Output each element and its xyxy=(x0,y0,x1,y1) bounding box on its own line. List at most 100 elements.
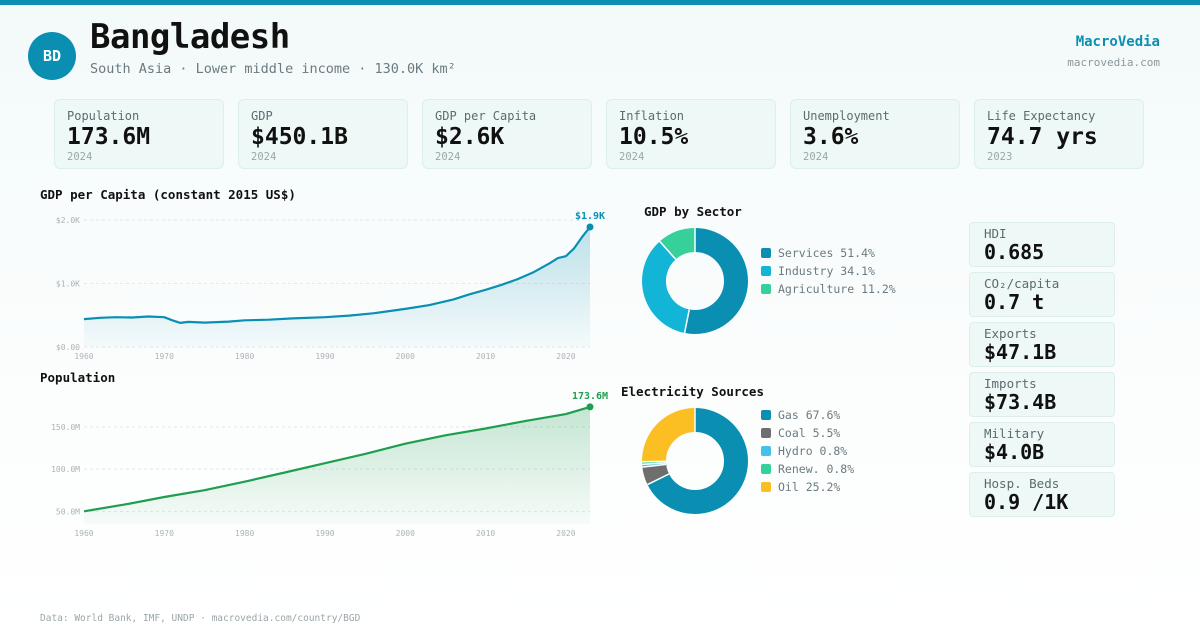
area-fill xyxy=(84,227,590,347)
legend-item: Services 51.4% xyxy=(761,244,896,262)
side-card-exports: Exports $47.1B xyxy=(969,322,1115,367)
legend-item: Oil 25.2% xyxy=(761,478,854,496)
series-line xyxy=(83,405,591,513)
population-chart: 50.0M 100.0M 150.0M 1960 1970 1980 1990 2000 201… xyxy=(51,391,608,538)
legend-label: Industry 34.1% xyxy=(778,264,875,278)
legend-swatch xyxy=(761,284,771,294)
x-tick-label: 2010 xyxy=(476,352,495,361)
legend-label: Services 51.4% xyxy=(778,246,875,260)
stat-label: Unemployment xyxy=(803,109,890,123)
side-stat-label: Hosp. Beds xyxy=(984,476,1060,491)
x-tick-label: 2000 xyxy=(396,529,415,538)
stat-label: Inflation xyxy=(619,109,685,123)
stat-year: 2023 xyxy=(987,151,1013,163)
sector-chart-title: GDP by Sector xyxy=(644,204,742,219)
stat-card-life-expectancy: Life Expectancy 74.7 yrs 2023 xyxy=(974,99,1144,169)
electricity-chart-title: Electricity Sources xyxy=(621,384,764,399)
x-tick-label: 1990 xyxy=(315,529,334,538)
side-card-hdi: HDI 0.685 xyxy=(969,222,1115,267)
country-badge: BD xyxy=(28,32,76,80)
stat-value: 74.7 yrs xyxy=(987,124,1098,150)
brand-url[interactable]: macrovedia.com xyxy=(1067,56,1160,69)
side-stat-label: Military xyxy=(984,426,1045,441)
electricity-legend: Gas 67.6% Coal 5.5% Hydro 0.8% Renew. 0.8% O… xyxy=(761,406,854,496)
legend-swatch xyxy=(761,248,771,258)
x-tick-label: 2000 xyxy=(396,352,415,361)
legend-label: Coal 5.5% xyxy=(778,426,841,440)
population-chart-title: Population xyxy=(40,370,116,385)
stat-value: 173.6M xyxy=(67,124,151,150)
side-stat-value: $47.1B xyxy=(984,340,1057,364)
stat-year: 2024 xyxy=(67,151,93,163)
stat-card-inflation: Inflation 10.5% 2024 xyxy=(606,99,776,169)
legend-label: Gas 67.6% xyxy=(778,408,841,422)
legend-item: Renew. 0.8% xyxy=(761,460,854,478)
stat-card-gdp: GDP $450.1B 2024 xyxy=(238,99,408,169)
y-tick-label: $0.00 xyxy=(56,343,80,352)
slice-separator xyxy=(642,463,667,468)
side-stat-value: 0.685 xyxy=(984,240,1045,264)
stat-value: $450.1B xyxy=(251,124,348,150)
stat-year: 2024 xyxy=(251,151,277,163)
stat-year: 2024 xyxy=(435,151,461,163)
legend-item: Agriculture 11.2% xyxy=(761,280,896,298)
x-tick-label: 1960 xyxy=(74,529,93,538)
legend-swatch xyxy=(761,482,771,492)
x-tick-label: 2020 xyxy=(556,529,575,538)
country-badge-text: BD xyxy=(42,47,62,65)
side-stat-label: HDI xyxy=(984,226,1007,241)
side-stat-value: 0.9 /1K xyxy=(984,490,1069,514)
end-value-label: $1.9K xyxy=(575,211,605,222)
legend-item: Gas 67.6% xyxy=(761,406,854,424)
legend-swatch xyxy=(761,266,771,276)
legend-swatch xyxy=(761,428,771,438)
side-stat-value: $4.0B xyxy=(984,440,1045,464)
y-tick-label: 150.0M xyxy=(51,423,80,432)
gdp-by-sector-chart xyxy=(642,228,748,334)
legend-label: Oil 25.2% xyxy=(778,480,841,494)
stat-value: 10.5% xyxy=(619,124,689,150)
legend-item: Coal 5.5% xyxy=(761,424,854,442)
side-card-hospital-beds: Hosp. Beds 0.9 /1K xyxy=(969,472,1115,517)
legend-item: Hydro 0.8% xyxy=(761,442,854,460)
stat-year: 2024 xyxy=(803,151,829,163)
slice-separator xyxy=(659,240,677,260)
slice-separator xyxy=(683,309,691,334)
legend-swatch xyxy=(761,464,771,474)
side-card-co2: CO₂/capita 0.7 t xyxy=(969,272,1115,317)
side-stat-label: Exports xyxy=(984,326,1037,341)
brand-logo[interactable]: MacroVedia xyxy=(1075,34,1160,50)
end-value-label: 173.6M xyxy=(572,391,608,402)
end-point xyxy=(586,403,594,411)
legend-label: Agriculture 11.2% xyxy=(778,282,896,296)
stat-label: Life Expectancy xyxy=(987,109,1096,123)
y-tick-label: $2.0K xyxy=(56,216,80,225)
stat-year: 2024 xyxy=(619,151,645,163)
side-card-military: Military $4.0B xyxy=(969,422,1115,467)
stat-card-gdp-per-capita: GDP per Capita $2.6K 2024 xyxy=(422,99,592,169)
country-subtitle: South Asia · Lower middle income · 130.0… xyxy=(90,61,456,77)
x-tick-label: 1990 xyxy=(315,352,334,361)
side-stat-value: $73.4B xyxy=(984,390,1057,414)
area-fill xyxy=(84,406,590,524)
side-stat-label: Imports xyxy=(984,376,1037,391)
footer-source: Data: World Bank, IMF, UNDP · macrovedia… xyxy=(40,613,361,624)
page-title: Bangladesh xyxy=(90,17,290,57)
series-line xyxy=(83,226,591,324)
legend-item: Industry 34.1% xyxy=(761,262,896,280)
stat-card-unemployment: Unemployment 3.6% 2024 xyxy=(790,99,960,169)
sector-legend: Services 51.4% Industry 34.1% Agriculture … xyxy=(761,244,896,298)
stat-value: $2.6K xyxy=(435,124,505,150)
legend-label: Renew. 0.8% xyxy=(778,462,855,476)
stat-label: Population xyxy=(67,109,140,123)
x-tick-label: 1970 xyxy=(155,352,174,361)
x-tick-label: 1960 xyxy=(74,352,93,361)
slice-separator xyxy=(647,473,670,486)
end-point xyxy=(586,223,594,231)
y-tick-label: 50.0M xyxy=(56,507,80,516)
x-tick-label: 1970 xyxy=(155,529,174,538)
x-tick-label: 1980 xyxy=(235,352,254,361)
top-accent-bar xyxy=(0,0,1200,5)
legend-swatch xyxy=(761,410,771,420)
legend-swatch xyxy=(761,446,771,456)
